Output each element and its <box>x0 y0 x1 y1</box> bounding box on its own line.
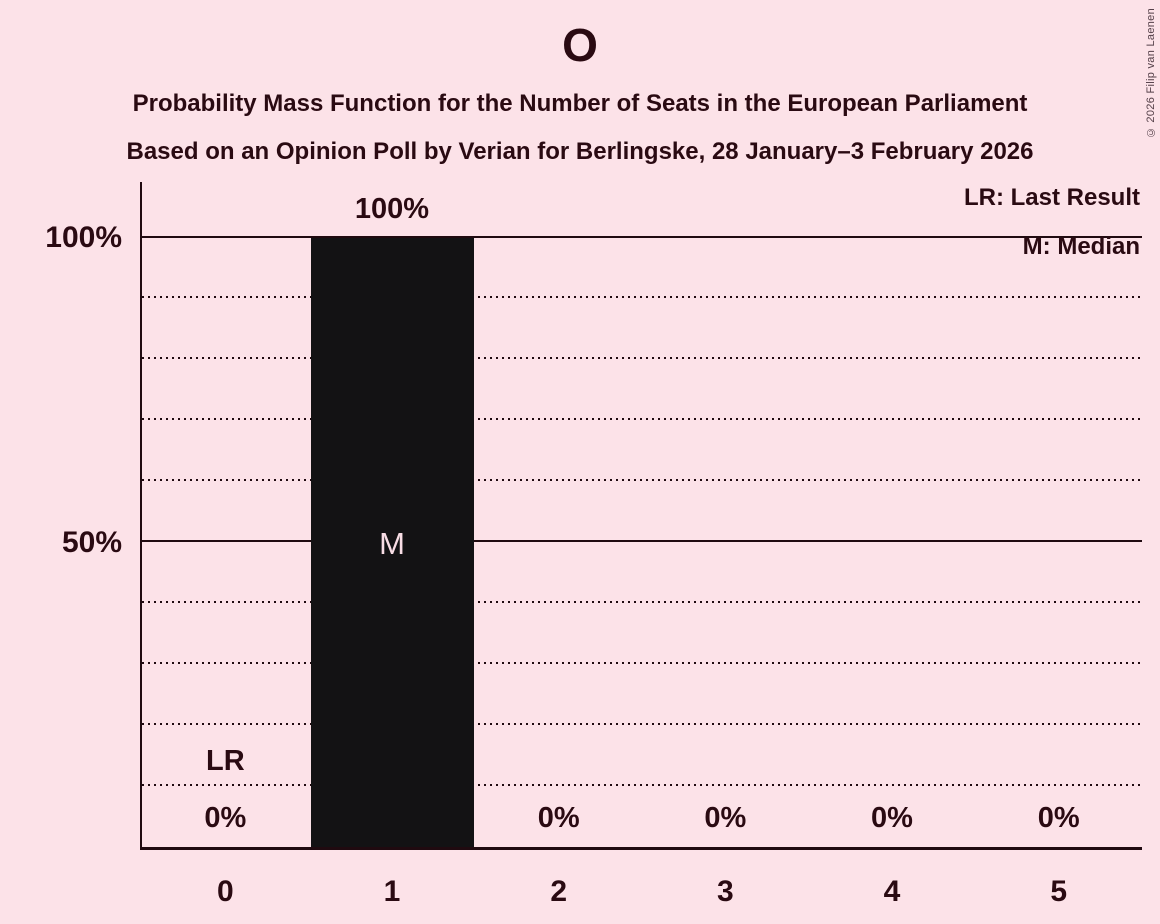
bar-value-label-0: 0% <box>204 802 247 834</box>
gridline-70pct <box>142 418 1142 421</box>
legend-last-result: LR: Last Result <box>963 184 1140 211</box>
last-result-annotation: LR <box>205 745 245 778</box>
legend-median: M: Median <box>1022 233 1140 260</box>
gridline-30pct <box>142 662 1142 665</box>
bar-value-label-2: 0% <box>537 802 580 834</box>
gridline-20pct <box>142 723 1142 726</box>
plot-area: 0% 0 100% 1 0% 2 0% 3 0% 4 0% 5 M LR <box>140 182 1142 908</box>
chart-subtitle: Probability Mass Function for the Number… <box>132 90 1028 117</box>
x-axis-label-5: 5 <box>1050 875 1067 908</box>
gridline-100pct <box>142 235 1142 238</box>
x-axis-label-3: 3 <box>716 875 734 908</box>
bar-value-label-3: 0% <box>704 802 747 834</box>
bar-value-label-5: 0% <box>1037 802 1080 834</box>
bar-value-label-4: 0% <box>871 802 913 834</box>
x-axis-label-2: 2 <box>550 875 567 908</box>
x-axis-label-1: 1 <box>383 875 401 908</box>
median-annotation: M <box>379 526 405 562</box>
gridline-80pct <box>142 357 1142 360</box>
gridline-40pct <box>142 601 1142 604</box>
bar-seats-1 <box>310 237 474 847</box>
x-axis-label-0: 0 <box>216 875 234 908</box>
gridline-50pct <box>142 540 1142 543</box>
copyright-notice: © 2026 Filip van Laenen <box>1145 8 1157 139</box>
gridline-90pct <box>142 296 1142 299</box>
x-axis-label-4: 4 <box>883 875 901 908</box>
chart-title: O <box>562 19 598 71</box>
bar-value-label-1: 100% <box>354 192 430 225</box>
gridline-60pct <box>142 479 1142 482</box>
y-axis-label-100: 100% <box>45 221 122 254</box>
y-axis-label-50: 50% <box>61 526 122 559</box>
gridline-10pct <box>142 784 1142 787</box>
chart-subtitle-source: Based on an Opinion Poll by Verian for B… <box>126 138 1034 165</box>
